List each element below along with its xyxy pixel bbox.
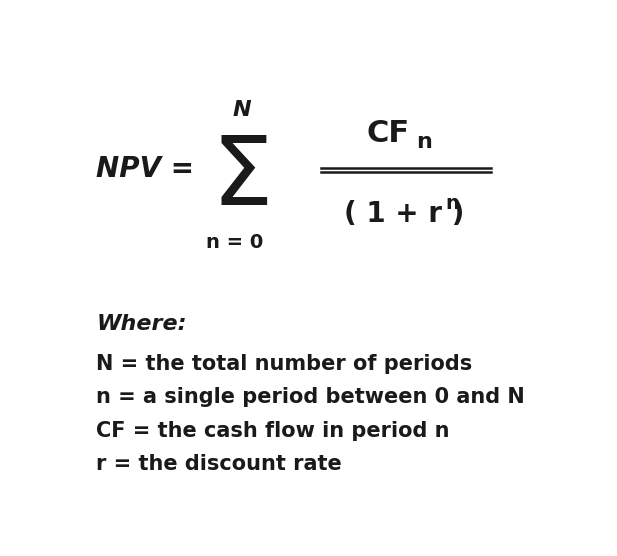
Text: n: n <box>416 132 432 152</box>
Text: n = 0: n = 0 <box>206 233 263 252</box>
Text: N = the total number of periods: N = the total number of periods <box>96 354 473 374</box>
Text: r = the discount rate: r = the discount rate <box>96 454 342 474</box>
Text: Where:: Where: <box>96 314 187 334</box>
Text: n: n <box>445 194 460 213</box>
Text: CF: CF <box>366 118 410 147</box>
Text: ( 1 + r ): ( 1 + r ) <box>344 200 465 229</box>
Text: $\Sigma$: $\Sigma$ <box>211 132 268 225</box>
Text: N: N <box>233 100 251 120</box>
Text: n = a single period between 0 and N: n = a single period between 0 and N <box>96 387 525 407</box>
Text: CF = the cash flow in period n: CF = the cash flow in period n <box>96 421 450 440</box>
Text: NPV =: NPV = <box>96 156 194 183</box>
